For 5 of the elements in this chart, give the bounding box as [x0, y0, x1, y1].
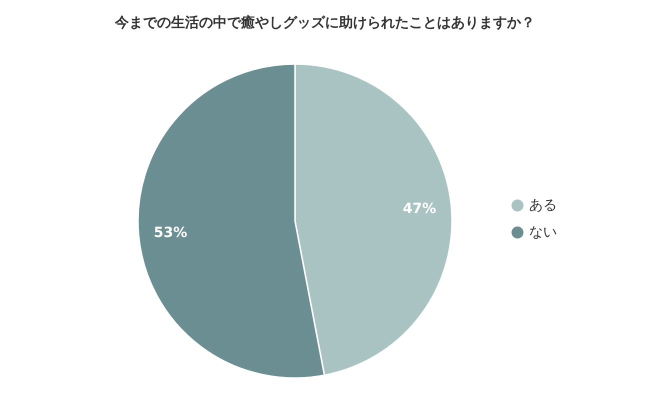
- data-label: 53%: [154, 224, 188, 241]
- data-label: 47%: [402, 201, 436, 218]
- legend-label: ある: [529, 198, 557, 214]
- legend-label: ない: [529, 224, 557, 240]
- chart-title: 今までの生活の中で癒やしグッズに助けられたことはありますか？: [114, 14, 535, 31]
